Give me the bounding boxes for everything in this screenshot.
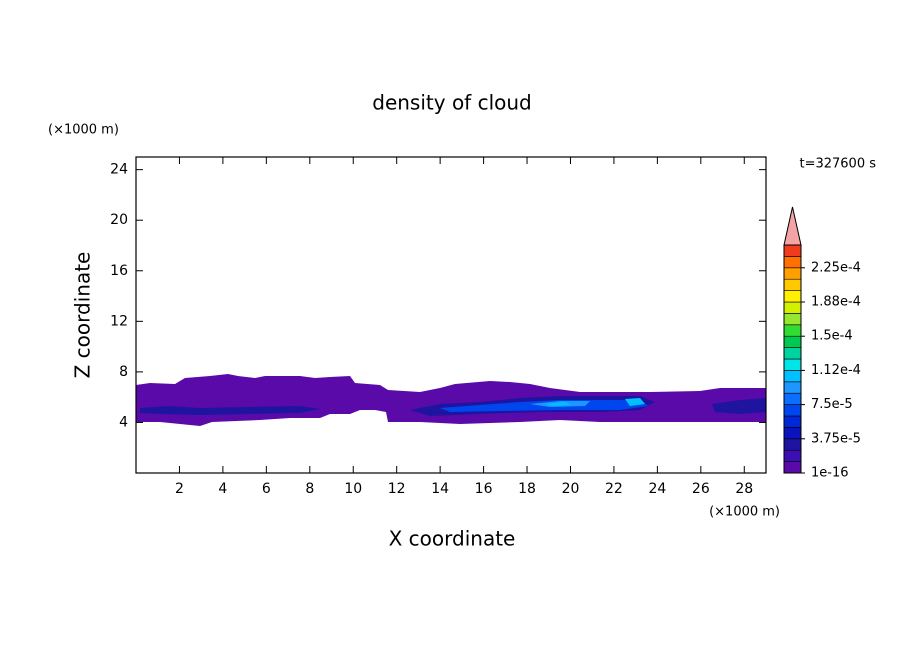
colorbar-band	[783, 324, 802, 337]
colorbar-band	[783, 301, 802, 314]
colorbar-band	[783, 358, 802, 371]
colorbar-band	[783, 313, 802, 326]
x-tick-label: 20	[562, 481, 580, 497]
colorbar-band	[783, 404, 802, 417]
colorbar-tick-label: 1.12e-4	[811, 363, 861, 378]
x-tick-label: 10	[344, 481, 362, 497]
x-tick-label: 8	[305, 481, 314, 497]
cloud-field	[136, 374, 766, 426]
x-tick-label: 26	[692, 481, 710, 497]
y-tick-label: 16	[110, 263, 128, 279]
x-unit: (×1000 m)	[709, 505, 780, 520]
y-tick-label: 8	[119, 364, 128, 380]
y-tick-label: 12	[110, 313, 128, 329]
time-label: t=327600 s	[799, 157, 876, 172]
cloud-region	[545, 402, 572, 406]
colorbar-band	[783, 347, 802, 360]
y-unit: (×1000 m)	[48, 123, 119, 138]
colorbar-band	[783, 381, 802, 394]
colorbar-band	[783, 256, 802, 269]
colorbar-band	[783, 427, 802, 440]
cloud-region	[625, 398, 645, 406]
colorbar-tick-label: 2.25e-4	[811, 260, 861, 275]
colorbar-band	[783, 267, 802, 280]
colorbar-band	[783, 244, 802, 257]
chart-title: density of cloud	[372, 91, 531, 115]
colorbar-band	[783, 278, 802, 291]
colorbar-band	[783, 438, 802, 451]
colorbar-band	[783, 392, 802, 405]
y-axis-label: Z coordinate	[71, 252, 95, 379]
x-tick-label: 14	[431, 481, 449, 497]
colorbar-tick-label: 1.5e-4	[811, 329, 853, 344]
colorbar-band	[783, 461, 802, 474]
x-tick-label: 22	[605, 481, 623, 497]
x-tick-label: 18	[518, 481, 536, 497]
colorbar-tick-label: 3.75e-5	[811, 431, 861, 446]
x-tick-label: 12	[388, 481, 406, 497]
colorbar-band	[783, 449, 802, 462]
y-tick-label: 4	[119, 414, 128, 430]
plot-frame	[135, 156, 767, 474]
cloud-region	[712, 398, 766, 414]
y-tick-label: 20	[110, 212, 128, 228]
x-axis-label: X coordinate	[389, 527, 516, 551]
x-tick-label: 24	[648, 481, 666, 497]
colorbar-band	[783, 370, 802, 383]
cloud-region	[136, 374, 766, 426]
x-tick-label: 4	[218, 481, 227, 497]
colorbar-tick-label: 1e-16	[811, 466, 849, 481]
colorbar-band	[783, 335, 802, 348]
x-tick-label: 28	[735, 481, 753, 497]
colorbar-tick-label: 1.88e-4	[811, 295, 861, 310]
colorbar-band	[783, 290, 802, 303]
colorbar-tick-label: 7.5e-5	[811, 397, 853, 412]
colorbar-extend	[783, 206, 802, 246]
cloud-region	[140, 406, 320, 415]
x-tick-label: 2	[175, 481, 184, 497]
colorbar-band	[783, 415, 802, 428]
y-tick-label: 24	[110, 162, 128, 178]
x-tick-label: 6	[262, 481, 271, 497]
x-tick-label: 16	[475, 481, 493, 497]
